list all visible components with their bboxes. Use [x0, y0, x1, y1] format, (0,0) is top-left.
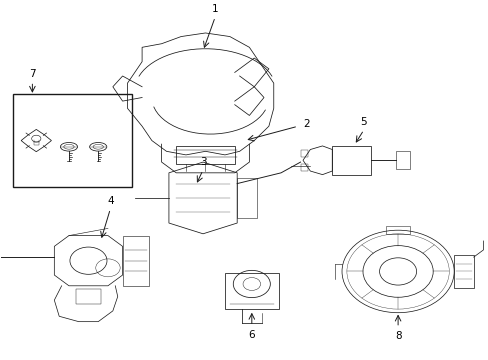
Bar: [453, 255, 473, 288]
Text: 8: 8: [394, 331, 401, 341]
Bar: [176, 146, 234, 164]
Bar: [224, 273, 278, 309]
Bar: [237, 178, 256, 218]
Text: 5: 5: [360, 117, 366, 127]
Bar: [300, 149, 307, 157]
Bar: [13, 94, 132, 187]
Text: 6: 6: [248, 330, 255, 340]
Bar: [76, 289, 101, 304]
Bar: [395, 151, 409, 169]
Text: 1: 1: [211, 4, 218, 14]
Text: 4: 4: [107, 196, 114, 206]
Text: 2: 2: [303, 120, 309, 129]
Bar: [331, 146, 370, 175]
Text: 7: 7: [29, 69, 36, 79]
Bar: [385, 226, 409, 234]
Bar: [300, 164, 307, 171]
Text: 3: 3: [199, 157, 206, 167]
Bar: [122, 235, 149, 286]
